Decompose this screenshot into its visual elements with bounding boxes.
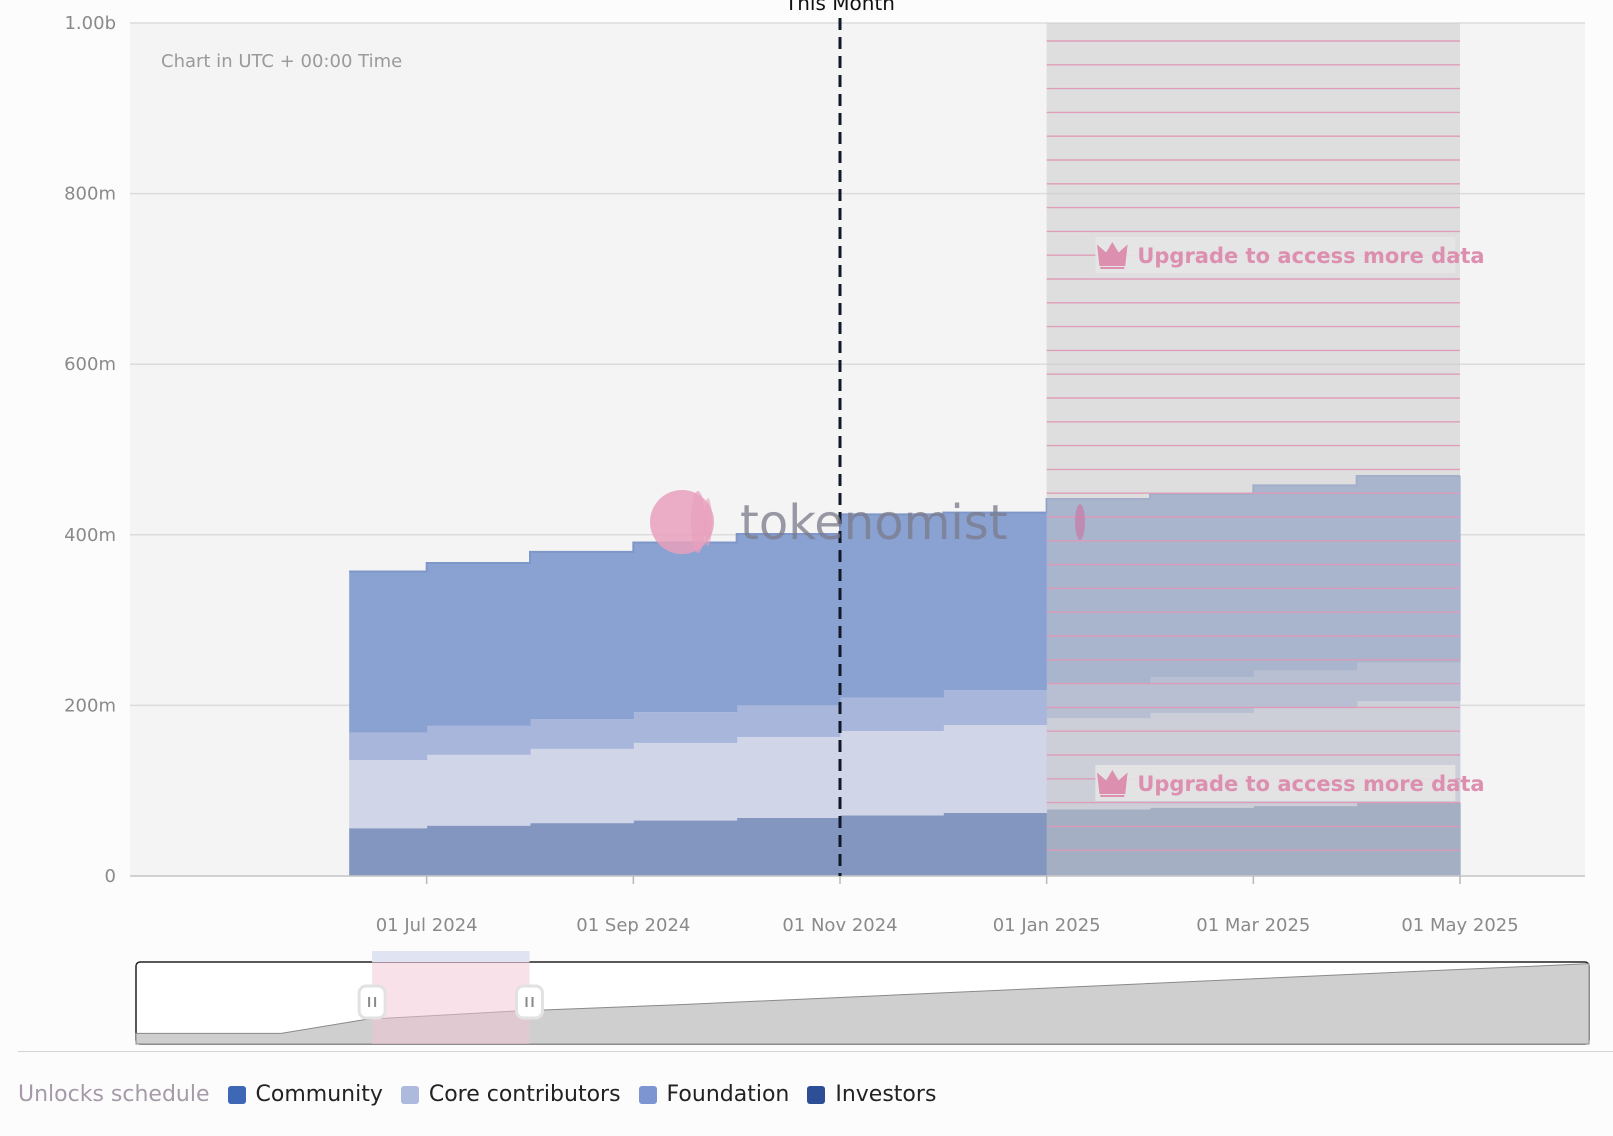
navigator-handle[interactable] xyxy=(357,984,387,1020)
legend-swatch-investors xyxy=(807,1085,826,1104)
x-tick-label: 01 May 2025 xyxy=(1401,915,1518,936)
x-tick-label: 01 Mar 2025 xyxy=(1196,915,1310,936)
legend-item-community[interactable]: Community xyxy=(227,1082,383,1107)
area-foundation-step xyxy=(426,562,531,726)
area-investors-step xyxy=(426,825,531,876)
crown-icon xyxy=(1097,770,1128,797)
area-community-step xyxy=(633,742,738,821)
y-tick-label: 0 xyxy=(105,866,116,887)
legend-label-community: Community xyxy=(255,1082,383,1107)
crown-icon xyxy=(1097,242,1128,269)
area-foundation-step xyxy=(736,533,841,706)
area-core-contributors-step xyxy=(426,725,531,755)
area-community-step xyxy=(530,748,634,824)
area-core-contributors-step xyxy=(349,732,428,760)
y-tick-label: 800m xyxy=(64,184,116,205)
y-tick-label: 400m xyxy=(64,525,116,546)
locked-region: Upgrade to access more data Upgrade to ac… xyxy=(1046,23,1485,876)
area-core-contributors-step xyxy=(736,705,841,737)
area-community-step xyxy=(840,730,944,816)
tokenomist-logo-fragment xyxy=(1075,504,1085,540)
legend-item-investors[interactable]: Investors xyxy=(807,1082,936,1107)
area-community-step xyxy=(426,754,531,826)
legend-swatch-community xyxy=(227,1085,246,1104)
legend-item-core-contributors[interactable]: Core contributors xyxy=(400,1082,621,1107)
area-core-contributors-step xyxy=(943,690,1048,726)
upgrade-link[interactable]: Upgrade to access more data xyxy=(1137,244,1484,268)
area-core-contributors-step xyxy=(840,697,944,731)
this-month-label: This Month xyxy=(784,0,895,15)
navigator-scrollbar[interactable] xyxy=(372,951,530,962)
legend-label-core-contributors: Core contributors xyxy=(428,1082,621,1107)
locked-overlay xyxy=(1046,23,1460,876)
legend-label-foundation: Foundation xyxy=(666,1082,790,1107)
legend-title: Unlocks schedule xyxy=(18,1082,210,1107)
x-tick-label: 01 Jul 2024 xyxy=(376,915,478,936)
area-foundation-step xyxy=(840,514,944,698)
x-tick-label: 01 Jan 2025 xyxy=(993,915,1101,936)
area-foundation-step xyxy=(943,512,1048,691)
area-foundation-step xyxy=(349,571,428,733)
area-community-step xyxy=(349,759,428,829)
area-investors-step xyxy=(840,815,944,876)
upgrade-link[interactable]: Upgrade to access more data xyxy=(1137,772,1484,796)
area-foundation-step xyxy=(530,551,634,720)
timezone-note: Chart in UTC + 00:00 Time xyxy=(161,51,402,72)
navigator-handle[interactable] xyxy=(515,984,545,1020)
area-investors-step xyxy=(530,823,634,876)
tokenomist-watermark: tokenomist xyxy=(740,495,1008,551)
upgrade-backdrop xyxy=(1095,765,1456,801)
x-tick-label: 01 Sep 2024 xyxy=(576,915,690,936)
y-tick-label: 1.00b xyxy=(64,13,116,34)
area-core-contributors-step xyxy=(530,719,634,749)
legend-item-foundation[interactable]: Foundation xyxy=(638,1082,790,1107)
area-foundation-step xyxy=(633,542,738,713)
axes: 01 Jul 2024 01 Sep 2024 01 Nov 2024 01 Jan … xyxy=(130,875,1585,936)
legend: Unlocks schedule Community Core contribu… xyxy=(18,1082,946,1107)
overlay: Chart in UTC + 00:00 Time This Month token… xyxy=(161,0,1085,876)
area-community-step xyxy=(943,725,1048,813)
area-investors-step xyxy=(349,828,428,876)
legend-swatch-core-contributors xyxy=(400,1085,419,1104)
y-tick-label: 600m xyxy=(64,354,116,375)
tokenomist-logo-arc xyxy=(691,491,705,553)
legend-swatch-foundation xyxy=(638,1085,657,1104)
legend-divider xyxy=(18,1051,1613,1052)
tokenomist-logo-arc xyxy=(704,498,712,546)
x-tick-label: 01 Nov 2024 xyxy=(782,915,897,936)
y-tick-label: 200m xyxy=(64,695,116,716)
upgrade-backdrop xyxy=(1095,237,1456,273)
area-community-step xyxy=(736,736,841,818)
legend-label-investors: Investors xyxy=(835,1082,937,1107)
area-investors-step xyxy=(943,812,1048,876)
range-navigator[interactable] xyxy=(135,951,1590,1045)
navigator-window[interactable] xyxy=(372,951,530,1044)
area-investors-step xyxy=(736,817,841,876)
area-investors-step xyxy=(633,820,738,876)
area-core-contributors-step xyxy=(633,712,738,743)
